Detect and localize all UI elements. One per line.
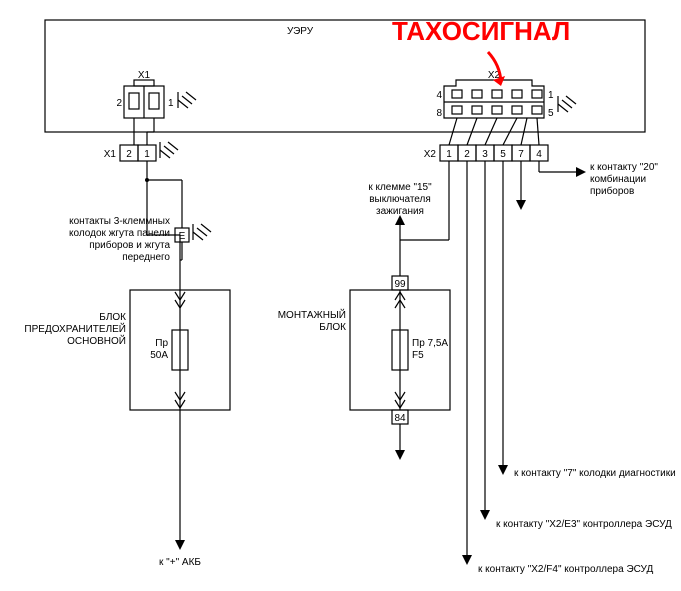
mount-fuse-l1: F5	[412, 350, 424, 361]
mount-title-0: МОНТАЖНЫЙ	[278, 308, 346, 321]
label-pin20-0: к контакту "20"	[590, 162, 658, 173]
ueru-title: УЭРУ	[287, 26, 314, 37]
strip-x2-c1: 2	[464, 149, 470, 160]
label-x2e3: к контакту "X2/E3" контроллера ЭСУД	[496, 519, 672, 530]
annotation-text: ТАХОСИГНАЛ	[392, 16, 570, 46]
gnd-icon	[160, 142, 178, 158]
strip-x2-label: X2	[424, 149, 437, 160]
gnd-icon	[558, 96, 576, 112]
junction-note-0: контакты 3-клеммных	[69, 216, 170, 227]
fuse50-l0: Пр	[155, 338, 168, 349]
x1-pin2: 2	[116, 98, 122, 109]
fuse50-l1: 50А	[150, 350, 168, 361]
arrow-down-icon	[395, 450, 405, 460]
connector-x2: X2 4 1 8 5	[436, 70, 576, 119]
label-akb: к "+" АКБ	[159, 557, 201, 568]
label-pin20-2: приборов	[590, 185, 634, 197]
terminal-strip-x1: X1 2 1	[104, 142, 178, 161]
label-ign-1: выключателя	[369, 194, 431, 205]
terminal-strip-x2: X2 1 2 3 5 7 4	[424, 145, 548, 161]
strip-x2-c3: 5	[500, 149, 506, 160]
strip-x2-c4: 7	[518, 149, 524, 160]
label-ign-2: зажигания	[376, 206, 424, 217]
x2-pin8: 8	[436, 108, 442, 119]
x2-pin5: 5	[548, 108, 554, 119]
junction-note-2: приборов и жгута	[89, 239, 170, 251]
mount-fuse-l0: Пр 7,5А	[412, 338, 448, 349]
arrow-down-icon	[480, 510, 490, 520]
junction-e-label: E	[179, 231, 186, 242]
strip-x1-label: X1	[104, 149, 117, 160]
mount-pin-bot: 84	[394, 413, 406, 424]
arrow-down-icon	[516, 200, 526, 210]
arrow-down-icon	[498, 465, 508, 475]
strip-x1-c1: 1	[144, 149, 150, 160]
strip-x1-c0: 2	[126, 149, 132, 160]
fuse-main-t0: БЛОК	[99, 312, 126, 323]
label-pin20-1: комбинации	[590, 173, 646, 185]
junction-note-3: переднего	[122, 252, 170, 263]
label-ign-0: к клемме "15"	[368, 182, 432, 193]
strip-x2-c2: 3	[482, 149, 488, 160]
gnd-icon	[193, 224, 211, 240]
wiring-diagram: УЭРУ X1 2 1 X2	[0, 0, 681, 591]
fuse-block-mount: 99 Пр 7,5А F5 МОНТАЖНЫЙ БЛОК 84	[278, 276, 450, 424]
fuse-main-t2: ОСНОВНОЙ	[67, 334, 126, 347]
junction-note-1: колодок жгута панели	[69, 228, 170, 239]
arrow-down-icon	[175, 540, 185, 550]
x2-pin1: 1	[548, 90, 554, 101]
strip-x2-c5: 4	[536, 149, 542, 160]
x1-label: X1	[138, 70, 151, 81]
fuse-block-main: Пр 50А БЛОК ПРЕДОХРАНИТЕЛЕЙ ОСНОВНОЙ	[24, 290, 230, 410]
x1-pin1: 1	[168, 98, 174, 109]
mount-title-1: БЛОК	[319, 322, 346, 333]
label-x2f4: к контакту "X2/F4" контроллера ЭСУД	[478, 564, 653, 575]
fuse-main-t1: ПРЕДОХРАНИТЕЛЕЙ	[24, 322, 126, 335]
arrow-right-icon	[576, 167, 586, 177]
mount-pin-top: 99	[394, 279, 406, 290]
x2-pin4: 4	[436, 90, 442, 101]
connector-x1: X1 2 1	[116, 70, 196, 118]
gnd-icon	[178, 92, 196, 108]
arrow-down-icon	[462, 555, 472, 565]
strip-x2-c0: 1	[446, 149, 452, 160]
annotation-tachosignal: ТАХОСИГНАЛ	[392, 16, 570, 86]
label-diag7-a: к контакту "7" колодки диагностики	[514, 468, 676, 479]
